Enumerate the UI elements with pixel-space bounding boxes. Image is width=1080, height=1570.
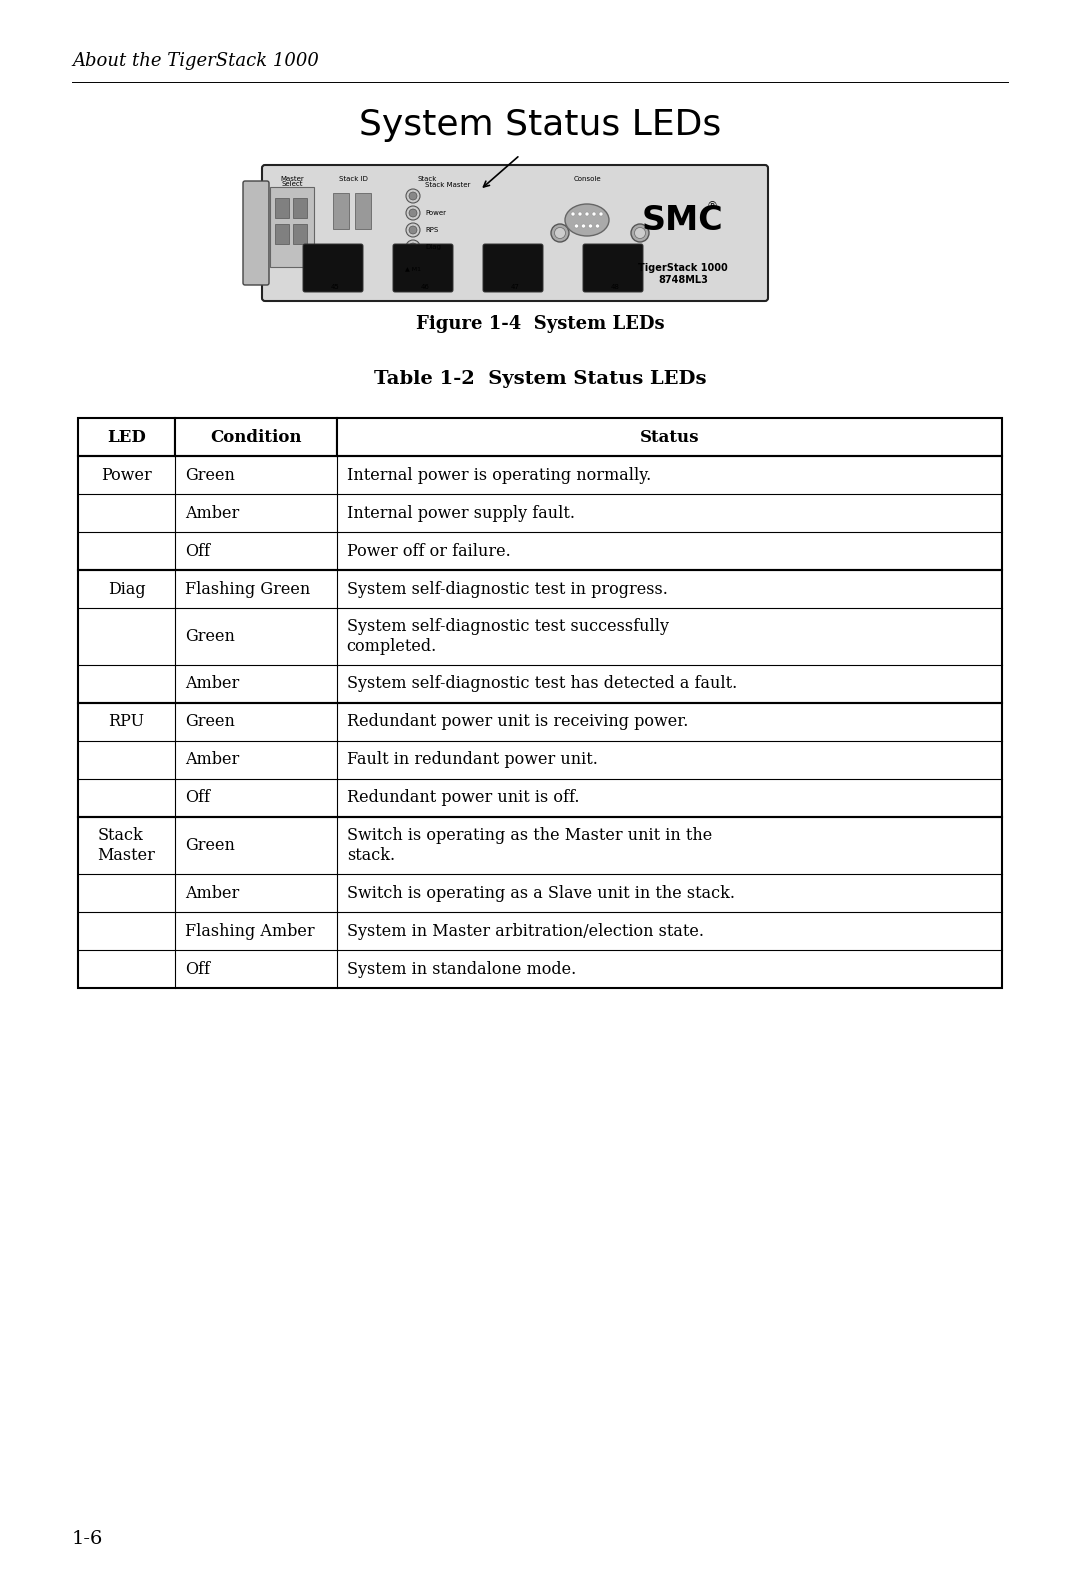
Text: Stack: Stack: [417, 176, 436, 182]
Text: Fault in redundant power unit.: Fault in redundant power unit.: [347, 752, 597, 768]
Text: Flashing Amber: Flashing Amber: [185, 923, 314, 939]
Text: 46: 46: [420, 284, 430, 290]
Bar: [78, 570, 1002, 703]
Text: LED: LED: [107, 429, 146, 446]
Circle shape: [406, 223, 420, 237]
Circle shape: [571, 212, 575, 217]
Circle shape: [554, 228, 566, 239]
Circle shape: [631, 225, 649, 242]
Text: Amber: Amber: [185, 884, 240, 901]
Circle shape: [551, 225, 569, 242]
Text: 1-6: 1-6: [72, 1531, 104, 1548]
Text: Internal power is operating normally.: Internal power is operating normally.: [347, 466, 651, 484]
Text: System self-diagnostic test successfully
completed.: System self-diagnostic test successfully…: [347, 619, 669, 655]
Ellipse shape: [565, 204, 609, 235]
Text: Amber: Amber: [185, 504, 240, 521]
Bar: [175, 418, 337, 455]
Circle shape: [409, 209, 417, 217]
Circle shape: [599, 212, 603, 217]
Text: ®: ®: [707, 201, 718, 210]
Circle shape: [581, 225, 585, 228]
Circle shape: [406, 206, 420, 220]
Circle shape: [409, 226, 417, 234]
Text: System in standalone mode.: System in standalone mode.: [347, 961, 576, 978]
Text: System Status LEDs: System Status LEDs: [359, 108, 721, 141]
Text: System in Master arbitration/election state.: System in Master arbitration/election st…: [347, 923, 704, 939]
Text: RPS: RPS: [426, 228, 438, 232]
Text: Stack ID: Stack ID: [338, 176, 367, 182]
Text: Green: Green: [185, 466, 234, 484]
Text: System self-diagnostic test in progress.: System self-diagnostic test in progress.: [347, 581, 667, 598]
Circle shape: [589, 225, 593, 228]
Circle shape: [578, 212, 582, 217]
Text: Stack Master: Stack Master: [426, 182, 471, 188]
Bar: [337, 418, 1002, 455]
FancyBboxPatch shape: [393, 243, 453, 292]
Text: Select: Select: [281, 181, 302, 187]
FancyBboxPatch shape: [483, 243, 543, 292]
Text: Flashing Green: Flashing Green: [185, 581, 310, 598]
FancyBboxPatch shape: [243, 181, 269, 286]
Text: 47: 47: [511, 284, 519, 290]
Text: Power off or failure.: Power off or failure.: [347, 543, 511, 559]
Circle shape: [635, 228, 646, 239]
Bar: [78, 455, 1002, 570]
Text: RPU: RPU: [108, 713, 145, 730]
FancyBboxPatch shape: [270, 187, 314, 267]
Circle shape: [592, 212, 596, 217]
Circle shape: [585, 212, 589, 217]
Text: SMC: SMC: [643, 204, 724, 237]
Bar: [333, 193, 349, 229]
Text: Internal power supply fault.: Internal power supply fault.: [347, 504, 575, 521]
FancyBboxPatch shape: [303, 243, 363, 292]
Bar: [275, 225, 289, 243]
Text: Condition: Condition: [211, 429, 301, 446]
Text: Master: Master: [280, 176, 303, 182]
Text: Figure 1-4  System LEDs: Figure 1-4 System LEDs: [416, 316, 664, 333]
Text: Amber: Amber: [185, 752, 240, 768]
Text: 8748ML3: 8748ML3: [658, 275, 707, 286]
Circle shape: [409, 192, 417, 199]
Text: Off: Off: [185, 961, 210, 978]
Text: TigerStack 1000: TigerStack 1000: [638, 264, 728, 273]
Text: 48: 48: [610, 284, 620, 290]
Text: Switch is operating as the Master unit in the
stack.: Switch is operating as the Master unit i…: [347, 827, 712, 864]
Text: Amber: Amber: [185, 675, 240, 692]
Circle shape: [406, 188, 420, 203]
Text: ▲ M1: ▲ M1: [405, 265, 421, 272]
Text: Green: Green: [185, 628, 234, 645]
FancyBboxPatch shape: [583, 243, 643, 292]
Text: Status: Status: [639, 429, 699, 446]
Text: Redundant power unit is receiving power.: Redundant power unit is receiving power.: [347, 713, 688, 730]
FancyBboxPatch shape: [262, 165, 768, 301]
Bar: [293, 198, 307, 218]
Text: Green: Green: [185, 713, 234, 730]
Circle shape: [406, 240, 420, 254]
Text: System self-diagnostic test has detected a fault.: System self-diagnostic test has detected…: [347, 675, 737, 692]
Text: About the TigerStack 1000: About the TigerStack 1000: [72, 52, 319, 71]
Text: Green: Green: [185, 837, 234, 854]
Text: Power: Power: [102, 466, 152, 484]
Text: Redundant power unit is off.: Redundant power unit is off.: [347, 790, 579, 807]
Bar: [78, 816, 1002, 988]
Text: Switch is operating as a Slave unit in the stack.: Switch is operating as a Slave unit in t…: [347, 884, 734, 901]
Bar: [293, 225, 307, 243]
Text: Stack
Master: Stack Master: [97, 827, 156, 864]
Text: Off: Off: [185, 543, 210, 559]
Text: Table 1-2  System Status LEDs: Table 1-2 System Status LEDs: [374, 371, 706, 388]
Text: Console: Console: [573, 176, 600, 182]
Text: 45: 45: [330, 284, 339, 290]
Text: Off: Off: [185, 790, 210, 807]
Circle shape: [595, 225, 599, 228]
Text: Power: Power: [426, 210, 446, 217]
Bar: [78, 703, 1002, 816]
Circle shape: [409, 243, 417, 251]
Bar: [275, 198, 289, 218]
Text: Diag: Diag: [108, 581, 146, 598]
Bar: [355, 193, 372, 229]
Text: Diag: Diag: [426, 243, 441, 250]
Circle shape: [575, 225, 579, 228]
Bar: [78, 418, 175, 455]
